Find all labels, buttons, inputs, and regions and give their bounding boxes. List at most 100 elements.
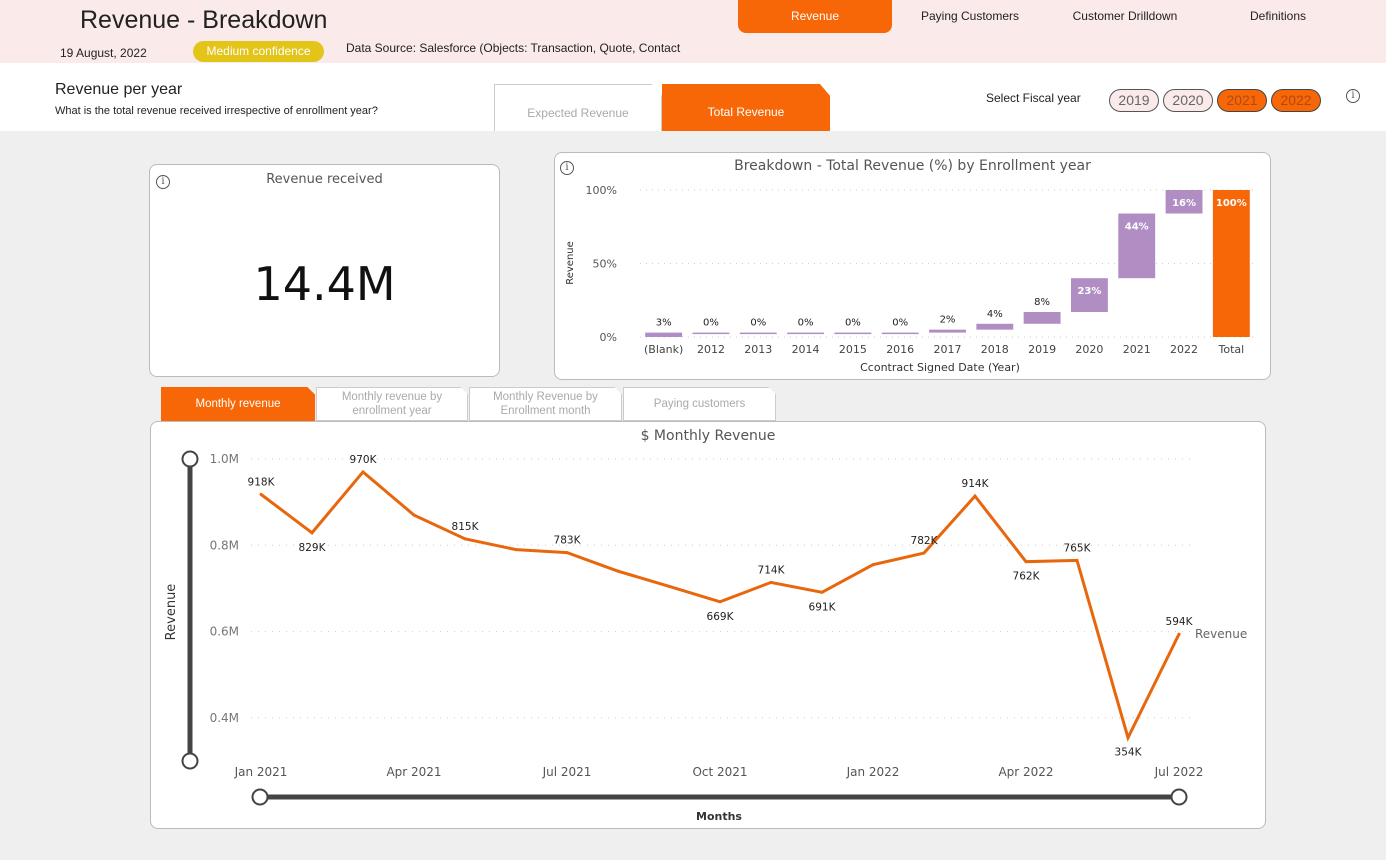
data-source-text: Data Source: Salesforce (Objects: Transa…	[346, 41, 681, 55]
tab-monthly-revenue[interactable]: Monthly revenue	[161, 387, 315, 421]
waterfall-bar	[645, 332, 683, 337]
nav-customer-drilldown[interactable]: Customer Drilldown	[1072, 9, 1178, 23]
x-range-slider-handle-left	[251, 788, 269, 806]
sub-header: Revenue per year What is the total reven…	[0, 63, 1386, 131]
data-point	[769, 580, 773, 584]
section-description: What is the total revenue received irres…	[55, 105, 378, 117]
y-tick-label: 0.8M	[210, 538, 239, 552]
waterfall-bar	[929, 329, 966, 333]
top-bar: Revenue - Breakdown 19 August, 2022 Medi…	[0, 0, 1386, 63]
data-label: 691K	[809, 601, 837, 613]
x-tick-label: 2014	[792, 343, 820, 356]
data-label: 914K	[962, 478, 990, 490]
y-tick-label: 50%	[593, 258, 617, 271]
waterfall-bar	[881, 332, 919, 335]
x-tick-label: 2022	[1170, 343, 1198, 356]
kpi-title: Revenue received	[266, 172, 383, 187]
data-point	[1126, 736, 1130, 740]
x-tick-label: Oct 2021	[692, 765, 747, 779]
tab-monthly-revenue-by-enrollment-year[interactable]: Monthly revenue by enrollment year	[316, 387, 468, 421]
total-revenue-toggle[interactable]: Total Revenue	[662, 84, 830, 131]
fiscal-year-2019[interactable]: 2019	[1109, 89, 1159, 112]
revenue-received-card: i Revenue received 14.4M	[149, 164, 500, 377]
y-range-slider-handle-top	[181, 450, 199, 468]
confidence-badge: Medium confidence	[193, 41, 324, 62]
data-point	[1075, 558, 1079, 562]
data-label: 829K	[299, 542, 327, 554]
waterfall-title: Breakdown - Total Revenue (%) by Enrollm…	[734, 158, 1091, 174]
waterfall-bar	[787, 332, 825, 335]
data-point	[514, 548, 518, 552]
data-point	[871, 563, 875, 567]
data-point	[718, 600, 722, 604]
tab-monthly-revenue-by-enrollment-month[interactable]: Monthly Revenue by Enrollment month	[469, 387, 622, 421]
waterfall-chart: 0% 50% 100% Revenue Ccontract Signed Date (Y…	[565, 184, 1255, 374]
data-point	[820, 590, 824, 594]
data-label: 0%	[892, 318, 908, 329]
data-point	[1177, 632, 1181, 636]
y-tick-label: 0.6M	[210, 625, 239, 639]
x-tick-label: 2012	[697, 343, 725, 356]
waterfall-bar	[1070, 278, 1108, 313]
waterfall-bar	[1165, 190, 1203, 214]
waterfall-bar	[1118, 213, 1156, 279]
section-title: Revenue per year	[55, 81, 183, 98]
x-axis-label: Months	[696, 810, 742, 823]
kpi-value: 14.4M	[253, 257, 396, 311]
data-label: 23%	[1077, 286, 1101, 297]
x-tick-label: Jul 2021	[542, 765, 592, 779]
data-label: 762K	[1013, 571, 1041, 583]
y-range-slider-handle-bottom	[181, 752, 199, 770]
waterfall-bar	[1023, 312, 1061, 324]
info-icon[interactable]: i	[560, 161, 574, 175]
page-title: Revenue - Breakdown	[80, 6, 328, 34]
info-icon[interactable]: i	[156, 175, 170, 189]
x-tick-label: 2017	[934, 343, 962, 356]
monthly-revenue-chart: 0.4M 0.6M 0.8M 1.0M Revenue Months Jan 2021 Apr…	[164, 450, 1247, 823]
x-tick-label: 2019	[1028, 343, 1056, 356]
fiscal-year-2022[interactable]: 2022	[1271, 89, 1321, 112]
x-tick-label: 2018	[981, 343, 1009, 356]
y-tick-label: 1.0M	[210, 452, 239, 466]
x-tick-label: 2015	[839, 343, 867, 356]
data-point	[259, 492, 263, 496]
data-label: 669K	[707, 611, 735, 623]
data-label: 815K	[452, 521, 480, 533]
data-label: 0%	[845, 318, 861, 329]
data-label: 782K	[911, 535, 939, 547]
fiscal-year-2021[interactable]: 2021	[1217, 89, 1267, 112]
data-point	[412, 513, 416, 517]
info-icon[interactable]: i	[1346, 89, 1360, 103]
data-label: 714K	[758, 564, 786, 576]
x-tick-label: 2020	[1075, 343, 1103, 356]
data-point	[463, 537, 467, 541]
data-point	[667, 584, 671, 588]
waterfall-bar	[739, 332, 777, 335]
y-tick-label: 100%	[586, 184, 617, 197]
data-label: 2%	[940, 315, 956, 326]
waterfall-bar	[1212, 190, 1250, 337]
fiscal-year-2020[interactable]: 2020	[1163, 89, 1213, 112]
data-label: 44%	[1125, 222, 1149, 233]
data-label: 100%	[1216, 198, 1247, 209]
nav-revenue[interactable]: Revenue	[738, 0, 892, 33]
y-axis-label: Revenue	[164, 584, 179, 641]
data-point	[361, 470, 365, 474]
expected-revenue-toggle[interactable]: Expected Revenue	[494, 84, 662, 131]
waterfall-bar	[692, 332, 730, 335]
data-label: 765K	[1064, 542, 1092, 554]
data-point	[616, 569, 620, 573]
report-date: 19 August, 2022	[60, 46, 147, 60]
revenue-line	[260, 469, 1181, 742]
x-tick-label: Apr 2021	[386, 765, 441, 779]
nav-paying-customers[interactable]: Paying Customers	[920, 9, 1020, 23]
y-tick-label: 0.4M	[210, 711, 239, 725]
nav-definitions[interactable]: Definitions	[1249, 9, 1307, 23]
data-label: 354K	[1115, 747, 1143, 759]
tab-paying-customers[interactable]: Paying customers	[623, 387, 776, 421]
x-tick-label: Jan 2021	[234, 765, 288, 779]
data-label: 0%	[750, 318, 766, 329]
series-legend-label: Revenue	[1195, 627, 1247, 641]
waterfall-bar	[976, 323, 1014, 330]
data-label: 4%	[987, 309, 1003, 320]
